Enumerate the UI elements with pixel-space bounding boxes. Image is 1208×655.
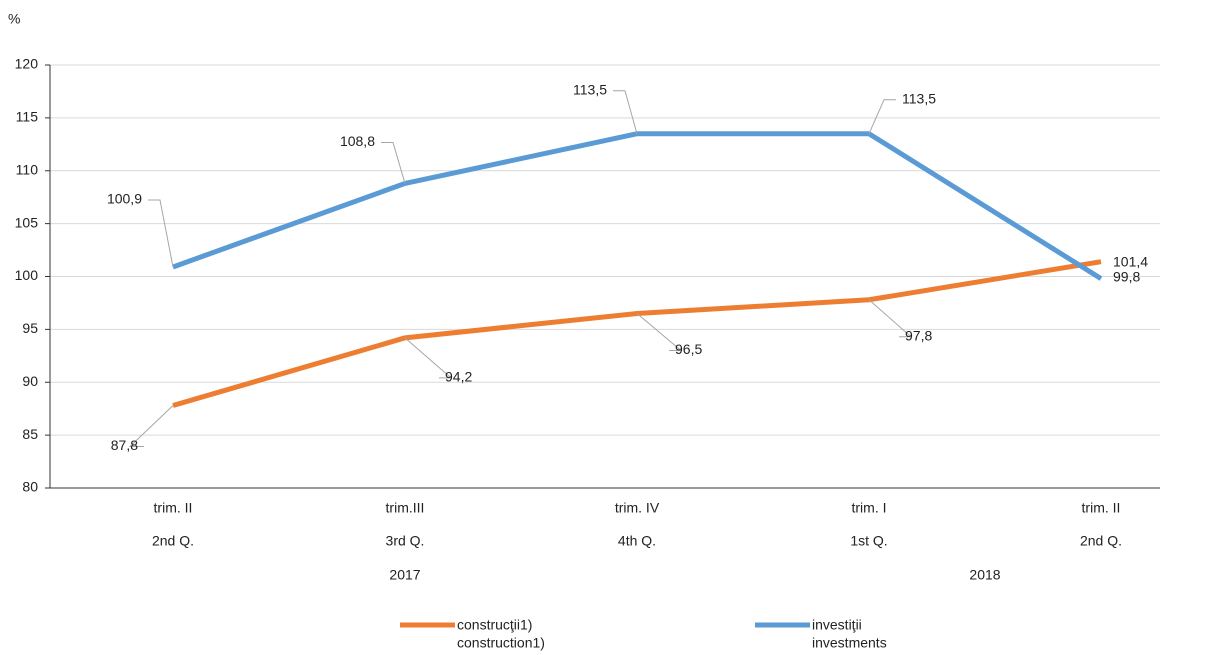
- legend-label: construcţii1): [457, 617, 532, 633]
- leader-line: [636, 313, 683, 352]
- data-label: 97,8: [905, 327, 932, 343]
- data-label: 101,4: [1113, 253, 1148, 269]
- leader-line: [381, 141, 406, 184]
- data-label: 96,5: [675, 341, 702, 357]
- x-tick-sublabel: 3rd Q.: [386, 533, 425, 549]
- x-tick-label: trim. IV: [615, 500, 660, 516]
- y-tick-label: 100: [15, 267, 39, 283]
- legend-label: investiţii: [812, 617, 862, 633]
- leader-line: [404, 337, 453, 379]
- y-tick-label: 105: [15, 214, 39, 230]
- x-tick-sublabel: 2nd Q.: [1080, 533, 1122, 549]
- data-label: 94,2: [445, 369, 472, 385]
- legend-label: construction1): [457, 635, 545, 651]
- leader-line: [148, 199, 174, 268]
- data-label: 99,8: [1113, 268, 1140, 284]
- leader-line: [128, 405, 174, 448]
- x-tick-label: trim. II: [1082, 500, 1121, 516]
- x-tick-label: trim.III: [386, 500, 425, 516]
- y-axis-label: %: [8, 11, 20, 27]
- series-line: [172, 131, 1103, 281]
- y-tick-label: 115: [16, 109, 39, 125]
- data-label: 113,5: [573, 81, 607, 97]
- y-tick-label: 95: [22, 320, 38, 336]
- y-tick-label: 85: [22, 426, 38, 442]
- leader-line: [868, 99, 896, 134]
- series-line: [172, 259, 1102, 408]
- x-tick-label: trim. I: [852, 500, 887, 516]
- data-label: 87,8: [111, 437, 138, 453]
- legend-label: investments: [812, 635, 887, 651]
- y-tick-label: 80: [22, 479, 38, 495]
- x-tick-sublabel: 4th Q.: [618, 533, 656, 549]
- y-tick-label: 120: [15, 56, 39, 72]
- x-tick-label: trim. II: [154, 500, 193, 516]
- data-label: 100,9: [107, 191, 142, 207]
- y-tick-label: 90: [22, 373, 38, 389]
- x-tick-sublabel: 1st Q.: [850, 533, 887, 549]
- x-tick-sublabel: 2nd Q.: [152, 533, 194, 549]
- leader-line: [868, 299, 913, 338]
- leader-line: [613, 90, 638, 134]
- data-label: 113,5: [902, 90, 936, 106]
- year-label: 2018: [969, 567, 1000, 583]
- year-label: 2017: [389, 567, 420, 583]
- data-label: 108,8: [340, 133, 375, 149]
- y-tick-label: 110: [16, 161, 39, 177]
